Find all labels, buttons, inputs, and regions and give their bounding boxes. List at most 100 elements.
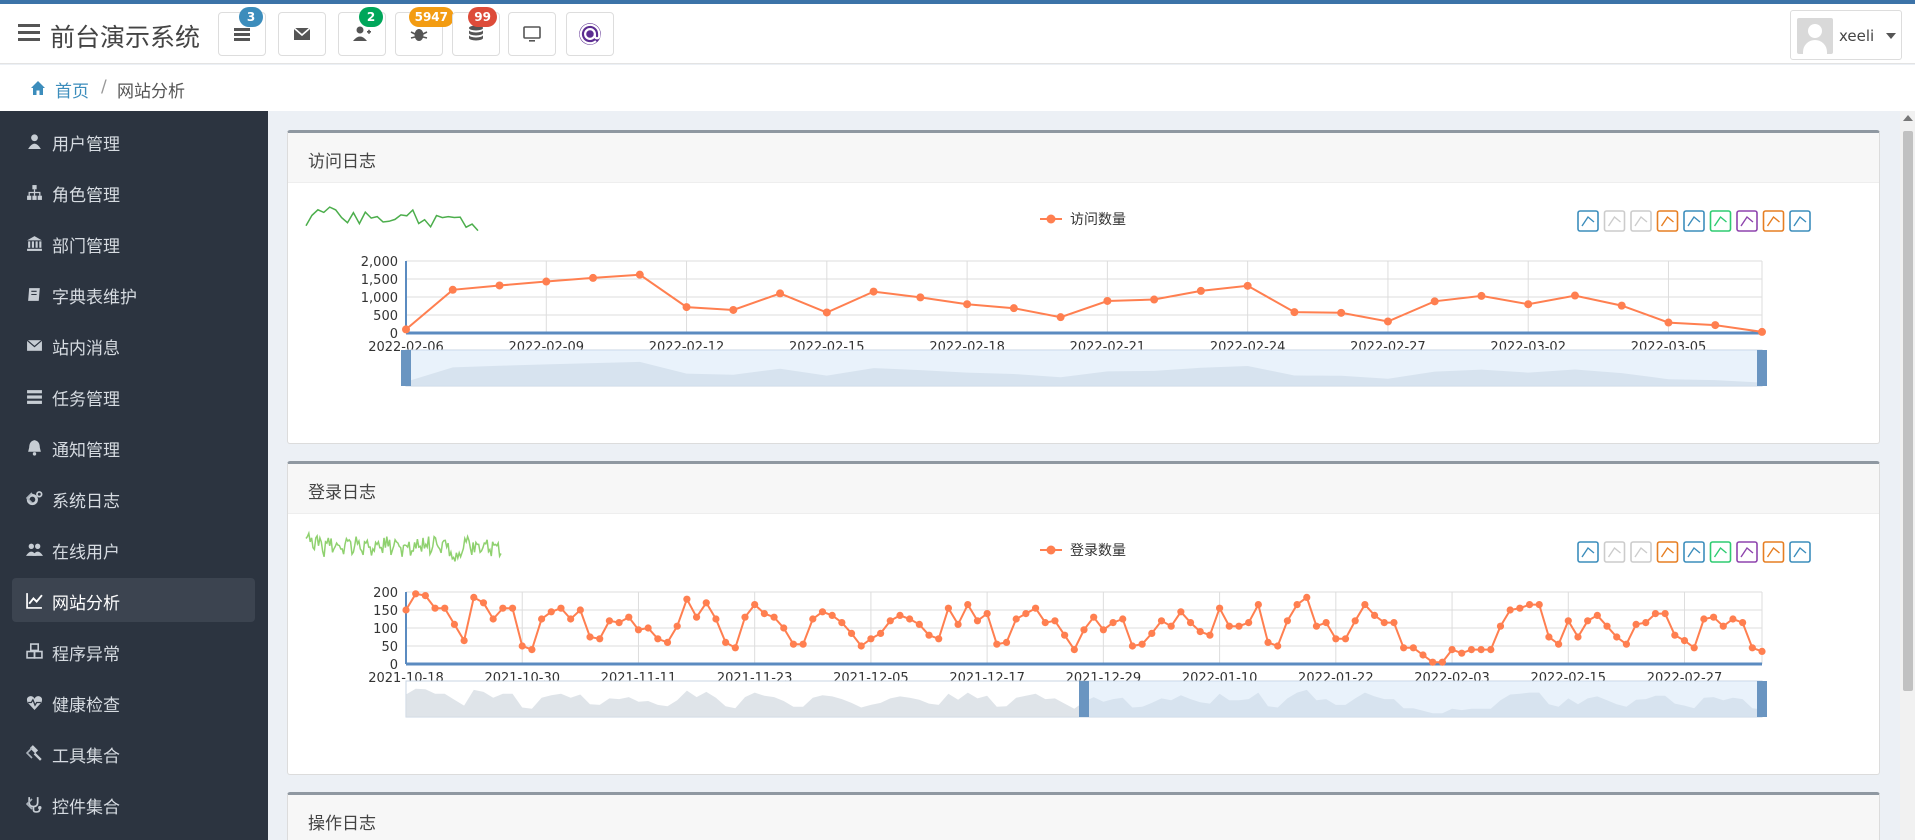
data-point: [1186, 619, 1195, 627]
sidebar-item-online-users[interactable]: 在线用户: [12, 527, 255, 571]
sidebar-item-health-check[interactable]: 健康检查: [12, 680, 255, 724]
tool-frame: [1683, 210, 1705, 232]
tool-frame: [1603, 541, 1626, 563]
sidebar-item-notifications[interactable]: 通知管理: [12, 425, 255, 469]
zoom-handle-left[interactable]: [1079, 681, 1089, 717]
clear-icon[interactable]: [1630, 541, 1652, 563]
line-switch-icon[interactable]: [1709, 210, 1732, 232]
visits-log-card: 访问日志 访问数量 2,000 1,500 1,000 500 0 2022-02-06 20…: [287, 130, 1880, 444]
data-point: [1458, 649, 1466, 657]
breadcrumb-home-link[interactable]: 首页: [55, 82, 89, 102]
tool-frame: [1736, 541, 1758, 563]
sidebar-item-departments[interactable]: 部门管理: [12, 221, 255, 265]
edit-zoom-icon[interactable]: [1577, 541, 1599, 563]
sitemap-icon: [27, 185, 42, 200]
menu-toggle-icon[interactable]: [18, 24, 40, 42]
data-point: [963, 300, 972, 309]
restore-icon[interactable]: [1762, 541, 1785, 563]
sidebar-item-label: 任务管理: [52, 390, 120, 410]
data-point: [1070, 646, 1078, 654]
save-image-icon[interactable]: [1789, 541, 1811, 563]
blazor-button[interactable]: [566, 12, 614, 56]
data-point: [1138, 640, 1146, 648]
sidebar: 用户管理 角色管理 部门管理 字典表维护 站内消息 任务管理 通知管理 系统日志…: [0, 111, 268, 840]
tool-frame: [1762, 541, 1785, 563]
sidebar-item-exceptions[interactable]: 程序异常: [12, 629, 255, 673]
bar-switch-icon[interactable]: [1736, 210, 1758, 232]
messages-button[interactable]: [278, 12, 326, 56]
bar-switch-icon[interactable]: [1736, 541, 1758, 563]
data-point: [935, 635, 943, 643]
data-point: [896, 611, 904, 619]
top-accent-bar: [0, 0, 1915, 4]
monitor-button[interactable]: [508, 12, 556, 56]
bugs-button[interactable]: 5947: [395, 7, 454, 56]
zoom-handle-right[interactable]: [1757, 681, 1767, 717]
card-header: 登录日志: [288, 464, 1879, 514]
data-point: [877, 629, 885, 637]
legend-label: 登录数量: [1070, 543, 1126, 559]
database-icon: [469, 25, 483, 41]
scroll-up-arrow-icon[interactable]: [1903, 115, 1913, 121]
cubes-icon: [26, 643, 43, 659]
sidebar-item-controls[interactable]: 控件集合: [12, 782, 255, 826]
line-switch-icon[interactable]: [1709, 541, 1732, 563]
database-button[interactable]: 99: [452, 7, 500, 56]
card-header: 操作日志: [288, 795, 1879, 840]
crop-icon[interactable]: [1656, 541, 1679, 563]
top-header: 前台演示系统 3 2 5947 99 xeeli: [0, 4, 1915, 64]
sidebar-item-roles[interactable]: 角色管理: [12, 170, 255, 214]
data-point: [731, 644, 739, 652]
sidebar-item-dictionary[interactable]: 字典表维护: [12, 272, 255, 316]
zoom-handle-left[interactable]: [401, 350, 411, 386]
chevron-left-icon: [26, 747, 33, 759]
tool-frame: [1656, 210, 1679, 232]
data-point: [692, 613, 701, 621]
page-scrollbar[interactable]: [1900, 111, 1915, 840]
sidebar-item-users[interactable]: 用户管理: [12, 119, 255, 163]
data-point: [450, 620, 459, 628]
data-point: [1080, 626, 1088, 634]
data-point: [528, 646, 536, 654]
swap-icon[interactable]: [1683, 210, 1705, 232]
chevron-left-icon: [26, 798, 33, 810]
data-point: [625, 613, 633, 621]
tool-glyph: [1740, 215, 1754, 227]
sidebar-item-tools[interactable]: 工具集合: [12, 731, 255, 775]
sidebar-item-label: 通知管理: [52, 441, 120, 461]
sidebar-item-tasks[interactable]: 任务管理: [12, 374, 255, 418]
data-point: [1128, 642, 1137, 650]
tool-frame: [1709, 210, 1732, 232]
save-image-icon[interactable]: [1789, 210, 1811, 232]
sidebar-item-site-analytics[interactable]: 网站分析: [12, 578, 255, 622]
crop-icon[interactable]: [1656, 210, 1679, 232]
clear-icon[interactable]: [1630, 210, 1652, 232]
sidebar-item-system-logs[interactable]: 系统日志: [12, 476, 255, 520]
zoom-handle-right[interactable]: [1757, 350, 1767, 386]
data-point: [1150, 295, 1159, 304]
sidebar-item-messages[interactable]: 站内消息: [12, 323, 255, 367]
sidebar-item-label: 健康检查: [52, 696, 120, 716]
users-button[interactable]: 2: [338, 7, 386, 56]
swap-icon[interactable]: [1683, 541, 1705, 563]
data-point: [1245, 619, 1253, 627]
user-menu[interactable]: xeeli: [1790, 10, 1902, 60]
legend-marker: [1046, 545, 1056, 555]
data-point: [1332, 635, 1340, 643]
edit-zoom-icon[interactable]: [1577, 210, 1599, 232]
tasks-button[interactable]: 3: [218, 7, 266, 56]
eraser-icon[interactable]: [1603, 541, 1626, 563]
tool-glyph: [1793, 215, 1807, 227]
tool-glyph: [1740, 546, 1754, 558]
tool-frame: [1603, 210, 1626, 232]
eraser-icon[interactable]: [1603, 210, 1626, 232]
data-point: [1711, 321, 1720, 330]
data-point: [906, 615, 914, 623]
tool-glyph: [1581, 546, 1595, 558]
scroll-thumb[interactable]: [1903, 131, 1913, 691]
data-point: [1758, 647, 1766, 655]
restore-icon[interactable]: [1762, 210, 1785, 232]
bug-icon: [410, 29, 428, 41]
